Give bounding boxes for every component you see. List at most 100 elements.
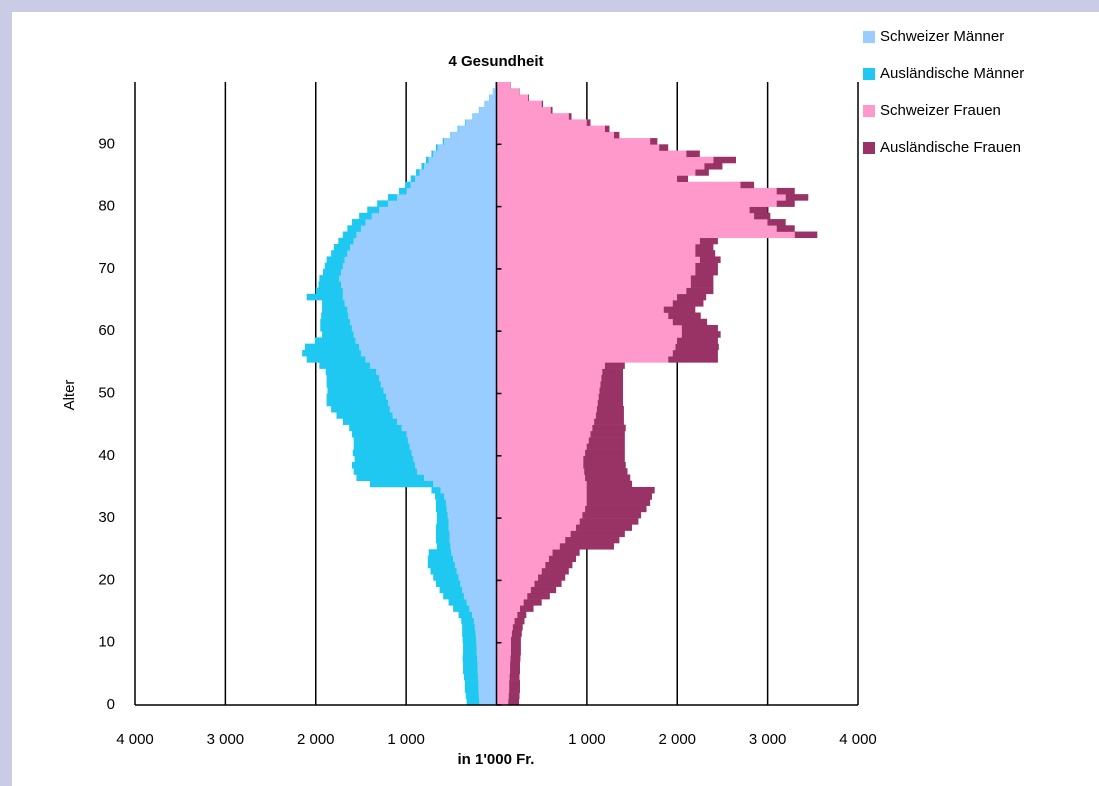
bar — [436, 518, 449, 525]
bar — [496, 655, 511, 662]
bar — [496, 181, 741, 189]
bar — [496, 580, 535, 587]
bar — [496, 586, 531, 594]
bar — [465, 119, 466, 126]
bar — [496, 312, 669, 320]
bar — [427, 561, 455, 569]
bar — [496, 642, 511, 650]
bar — [598, 393, 624, 401]
bar — [695, 243, 714, 251]
bar — [582, 511, 642, 519]
bar — [331, 250, 348, 257]
bar — [496, 119, 587, 126]
bar — [319, 275, 340, 282]
bar — [436, 511, 448, 519]
bar — [406, 187, 497, 195]
bar — [496, 673, 510, 681]
bar — [496, 399, 598, 407]
bar — [496, 555, 549, 563]
bar — [388, 399, 497, 407]
bar — [466, 698, 480, 706]
bar — [379, 374, 497, 382]
bar — [510, 667, 520, 675]
bar — [407, 437, 497, 444]
bar — [473, 617, 497, 625]
bar — [496, 480, 587, 488]
bar — [410, 175, 416, 182]
bar — [369, 362, 497, 369]
bar — [541, 100, 544, 108]
bar — [458, 125, 497, 133]
bar — [496, 300, 673, 307]
bar — [496, 574, 539, 581]
bar — [444, 138, 497, 145]
bar — [338, 237, 354, 245]
bar — [478, 686, 497, 693]
bar — [496, 349, 673, 357]
bar — [690, 275, 714, 282]
bar — [496, 318, 673, 326]
bar — [318, 281, 342, 288]
bar — [449, 536, 497, 544]
bar — [677, 337, 718, 344]
bar — [496, 617, 515, 625]
bar — [433, 150, 497, 158]
bar — [397, 418, 497, 425]
bar — [463, 667, 478, 675]
bar — [342, 293, 497, 301]
bar — [462, 624, 475, 631]
bar — [599, 387, 624, 394]
bar — [794, 231, 818, 239]
bar — [409, 443, 497, 450]
bar — [474, 624, 497, 631]
bar — [565, 536, 620, 544]
bar — [478, 680, 497, 687]
chart-title: 4 Gesundheit — [448, 53, 543, 70]
y-tick-label: 60 — [98, 322, 115, 339]
bar — [541, 567, 569, 575]
bar — [672, 300, 704, 307]
bar — [440, 486, 497, 494]
bar — [462, 636, 477, 643]
bar — [672, 318, 708, 326]
bar — [496, 337, 678, 344]
bar — [496, 287, 687, 295]
bar — [523, 599, 542, 606]
bar — [426, 156, 429, 164]
bar — [419, 169, 497, 176]
bar — [460, 580, 497, 587]
bar — [527, 592, 550, 600]
legend-label: Schweizer Frauen — [880, 102, 1001, 119]
bar — [659, 144, 669, 151]
legend-swatch — [863, 105, 875, 117]
bar — [695, 268, 718, 276]
bar — [492, 88, 497, 95]
y-tick-label: 80 — [98, 198, 115, 215]
bar — [465, 119, 497, 126]
bar — [496, 611, 518, 619]
bar — [530, 586, 557, 594]
bar — [496, 636, 511, 643]
bar — [342, 262, 497, 270]
bar — [406, 430, 497, 438]
bar — [496, 592, 528, 600]
bar — [435, 493, 445, 500]
bar — [410, 181, 497, 189]
bar — [466, 599, 497, 606]
bar — [322, 331, 354, 338]
bar — [586, 119, 591, 126]
bar — [672, 349, 718, 357]
bar — [463, 648, 477, 656]
bar — [349, 424, 402, 432]
bar — [450, 543, 497, 550]
bar — [353, 468, 417, 475]
bar — [496, 331, 682, 338]
bar — [436, 543, 451, 550]
bar — [776, 225, 795, 232]
bar — [472, 611, 497, 619]
bar — [478, 692, 497, 700]
bar — [342, 231, 357, 239]
bar — [594, 418, 624, 425]
bar — [376, 368, 497, 376]
bar — [326, 256, 345, 263]
